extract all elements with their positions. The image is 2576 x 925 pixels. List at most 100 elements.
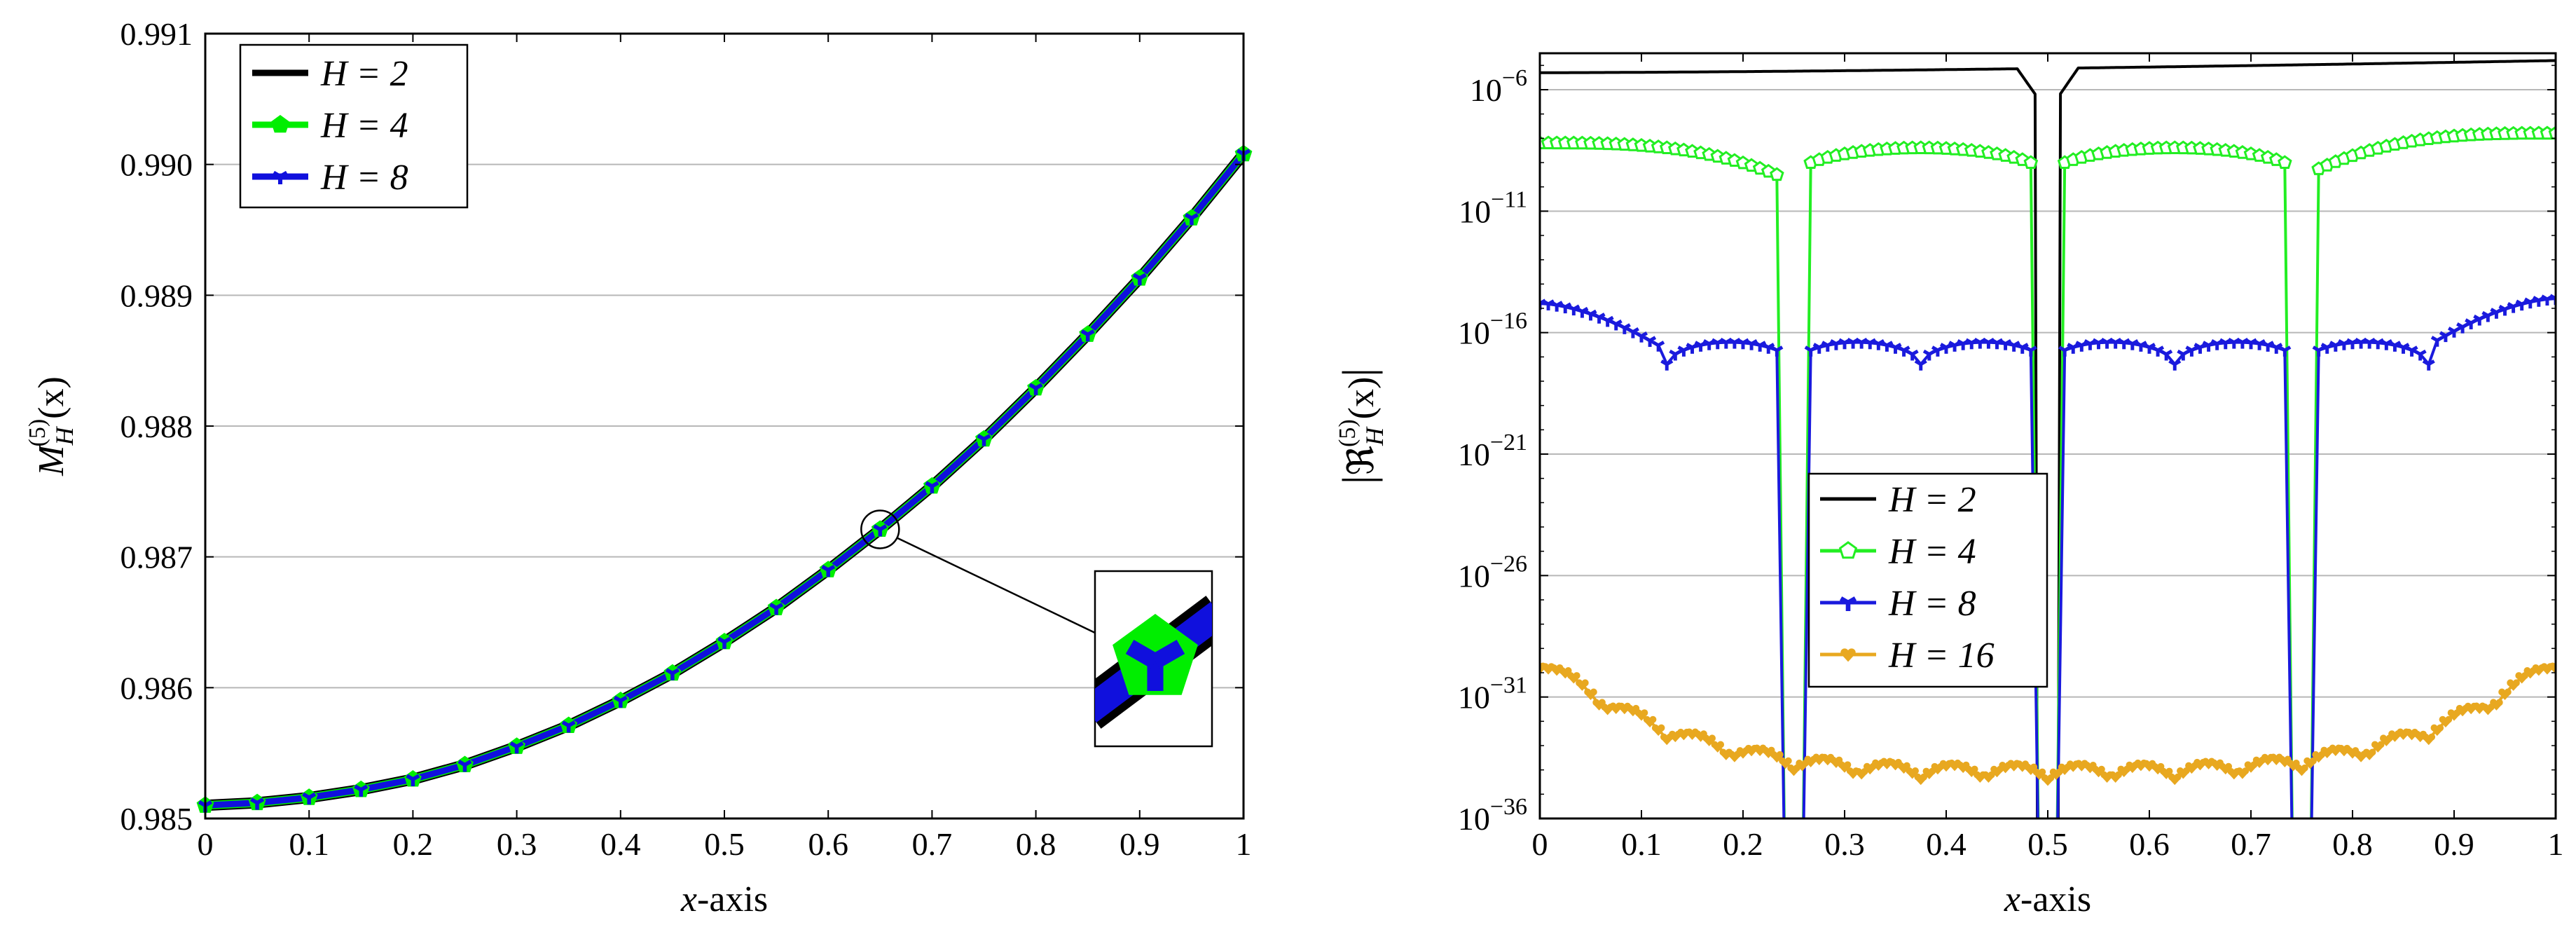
right-point-s3-91	[2303, 757, 2317, 769]
right-y-label: |ℜH(5)(x)|	[1333, 368, 1389, 484]
left-point-s2-2	[302, 792, 317, 805]
left-point-s2-13	[873, 524, 888, 537]
left-point-s2-12	[821, 564, 836, 577]
right-point-s2-10	[1618, 323, 1631, 334]
right-point-s3-39	[1863, 762, 1877, 775]
left-x-label: x-axis	[680, 879, 768, 919]
right-x-tick-label: 0.2	[1723, 826, 1763, 862]
right-point-s2-75	[2168, 359, 2182, 371]
right-point-s2-11	[1626, 327, 1639, 338]
left-legend-marker	[272, 170, 289, 184]
right-point-s2-13	[1644, 336, 1657, 348]
right-x-tick-label: 0.3	[1824, 826, 1865, 862]
left-point-s2-16	[1028, 383, 1043, 395]
right-y-tick-label: 10−36	[1458, 794, 1527, 837]
right-x-tick-label: 0	[1532, 826, 1548, 862]
right-x-tick-label: 0.8	[2332, 826, 2373, 862]
right-point-s2-88	[2278, 345, 2292, 357]
right-point-s2-41	[1880, 341, 1894, 352]
right-point-s2-105	[2422, 359, 2435, 371]
right-point-s3-105	[2422, 733, 2436, 746]
right-point-s2-113	[2490, 308, 2503, 319]
left-point-s2-3	[354, 784, 369, 797]
right-point-s3-113	[2490, 699, 2503, 711]
right-point-s3-62	[2058, 763, 2072, 776]
left-y-tick-label: 0.988	[120, 409, 193, 444]
right-point-s3-98	[2362, 748, 2376, 760]
left-y-tick-label: 0.985	[120, 801, 193, 837]
right-point-s2-14	[1652, 341, 1665, 352]
right-x-tick-label: 0.5	[2027, 826, 2068, 862]
right-x-tick-label: 0.6	[2129, 826, 2170, 862]
right-point-s2-57	[2016, 343, 2029, 354]
right-point-s2-92	[2312, 345, 2325, 357]
left-x-tick-label: 0.7	[912, 826, 953, 862]
right-point-s3-36	[1838, 761, 1852, 773]
right-point-s2-56	[2007, 341, 2020, 352]
right-point-s2-15	[1660, 359, 1674, 371]
right-point-s3-21	[1711, 741, 1725, 753]
right-point-s2-71	[2134, 341, 2147, 352]
left-point-s2-11	[769, 603, 784, 615]
left-y-tick-label: 0.991	[120, 16, 193, 52]
right-point-s3-94	[2329, 744, 2343, 756]
right-point-s2-107	[2439, 331, 2452, 343]
right-point-s2-32	[1804, 345, 1817, 357]
right-legend-marker	[1838, 541, 1858, 559]
left-legend-label: H = 2	[320, 54, 408, 94]
left-x-tick-label: 0.6	[808, 826, 848, 862]
right-legend-marker	[1840, 648, 1856, 662]
right-point-s2-28	[1770, 345, 1784, 357]
right-point-s2-43	[1897, 345, 1910, 357]
right-y-tick-label: 10−6	[1470, 65, 1527, 108]
right-point-s2-109	[2456, 322, 2470, 334]
right-point-s2-87	[2270, 343, 2283, 354]
right-point-s3-60	[2041, 774, 2055, 786]
right-point-s3-13	[1643, 715, 1657, 728]
right-point-s2-108	[2447, 327, 2461, 338]
right-x-tick-label: 0.1	[1621, 826, 1662, 862]
right-point-s2-77	[2185, 345, 2198, 357]
right-point-s2-5	[1576, 306, 1589, 318]
right-point-s3-20	[1702, 734, 1716, 746]
right-point-s3-119	[2540, 663, 2554, 675]
zoom-circle	[860, 509, 900, 549]
right-point-s2-9	[1609, 319, 1623, 331]
right-x-tick-label: 0.7	[2231, 826, 2271, 862]
zoom-marker-tri	[1125, 639, 1185, 691]
left-y-tick-label: 0.986	[120, 670, 193, 706]
left-point-s2-19	[1184, 212, 1199, 226]
right-point-s2-8	[1601, 315, 1614, 327]
right-y-tick-label: 10−16	[1458, 308, 1527, 351]
left-point-s2-17	[1080, 329, 1095, 342]
right-point-s3-6	[1584, 688, 1597, 700]
right-point-s2-104	[2413, 349, 2427, 361]
right-point-s2-46	[1922, 349, 1936, 361]
left-x-tick-label: 1	[1236, 826, 1252, 862]
right-point-s2-12	[1634, 331, 1648, 343]
right-y-tick-label: 10−31	[1458, 673, 1527, 715]
right-point-s2-4	[1567, 304, 1580, 316]
right-point-s2-16	[1669, 349, 1682, 361]
right-point-s3-76	[2177, 767, 2190, 779]
right-point-s3-14	[1651, 724, 1665, 736]
left-x-tick-label: 0	[198, 826, 214, 862]
right-legend-label: H = 8	[1888, 584, 1976, 624]
right-point-s3-5	[1576, 679, 1589, 691]
right-point-s3-99	[2371, 741, 2385, 753]
right-point-s2-47	[1931, 345, 1944, 357]
right-point-s3-12	[1634, 709, 1648, 721]
right-point-s2-72	[2142, 343, 2156, 354]
right-point-s2-6	[1584, 309, 1597, 321]
right-point-s3-45	[1914, 773, 1928, 786]
right-legend-marker	[1839, 596, 1857, 611]
right-point-s3-30	[1787, 764, 1800, 776]
right-series	[1540, 59, 2556, 818]
right-point-s1-28	[1770, 167, 1784, 181]
right-point-s2-76	[2177, 349, 2190, 361]
right-point-s2-26	[1754, 341, 1767, 352]
left-point-s2-5	[457, 760, 472, 772]
right-point-s2-114	[2498, 304, 2512, 316]
right-point-s3-97	[2354, 751, 2368, 762]
